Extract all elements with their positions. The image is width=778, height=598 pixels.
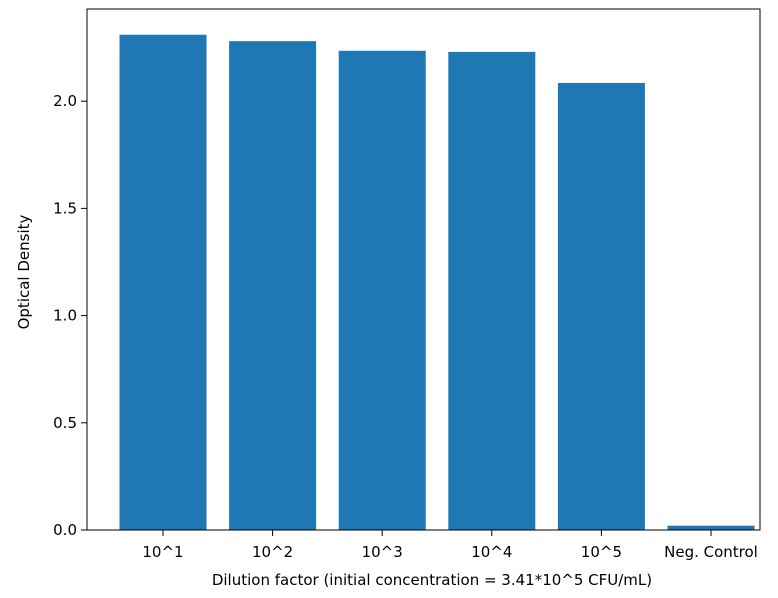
x-tick-label: 10^3 xyxy=(362,543,403,561)
y-tick-label: 0.5 xyxy=(53,414,77,432)
y-tick-label: 1.5 xyxy=(53,199,77,217)
bar-3 xyxy=(448,51,536,530)
x-tick-label: 10^4 xyxy=(471,543,512,561)
x-tick-label: 10^2 xyxy=(252,543,293,561)
bar-5 xyxy=(667,525,755,530)
bar-0 xyxy=(119,34,207,530)
y-tick-label: 0.0 xyxy=(53,521,77,539)
y-tick-label: 1.0 xyxy=(53,307,77,325)
x-tick-label: Neg. Control xyxy=(664,543,758,561)
x-tick-label: 10^1 xyxy=(142,543,183,561)
bar-4 xyxy=(557,82,645,530)
x-tick-label: 10^5 xyxy=(581,543,622,561)
axes-layer: 0.0 0.5 1.0 1.5 2.0 10^1 10^2 10^3 10^4 10^5 Neg. … xyxy=(53,8,761,561)
bars-layer xyxy=(119,34,755,531)
x-axis-label: Dilution factor (initial concentration =… xyxy=(212,571,652,589)
y-axis-label: Optical Density xyxy=(15,214,33,329)
bar-2 xyxy=(338,50,426,531)
plot-frame xyxy=(86,8,761,531)
y-tick-label: 2.0 xyxy=(53,92,77,110)
bar-1 xyxy=(229,41,317,530)
